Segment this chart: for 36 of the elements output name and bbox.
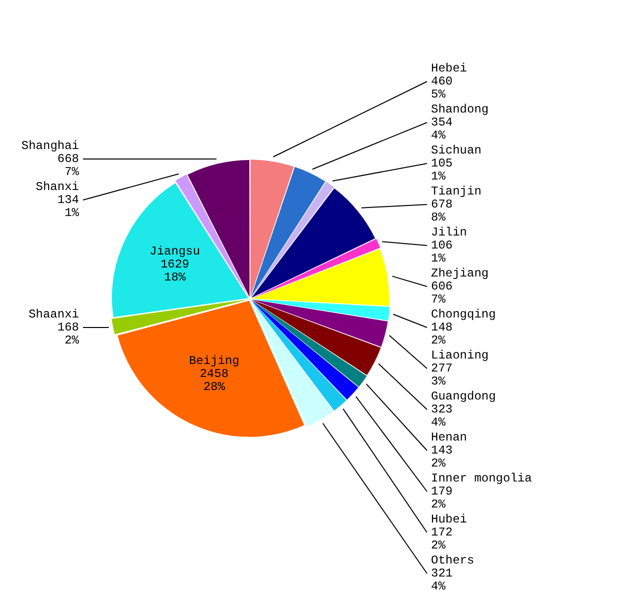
data-label: 1629 18%	[160, 257, 190, 284]
slice-label: Jiangsu	[150, 244, 200, 258]
slice-label: Guangdong	[431, 390, 496, 404]
slice-label: Jilin	[431, 226, 468, 240]
data-label: 134 1%	[57, 193, 80, 220]
slice-label: Beijing	[188, 354, 240, 368]
slice-label: Hubei	[431, 512, 468, 527]
data-label: 321 4%	[431, 566, 453, 594]
data-label: 2458 28%	[200, 366, 229, 394]
slice-label: Hebei	[431, 62, 468, 76]
data-label: 179 2%	[431, 484, 453, 512]
slice-label: Shanghai	[21, 139, 79, 154]
data-label: 460 5%	[431, 74, 453, 102]
slice-label: Zhejiang	[431, 266, 489, 281]
data-label: 168 2%	[57, 320, 80, 348]
data-label: 668 7%	[57, 152, 80, 180]
slice-label: Liaoning	[431, 348, 489, 363]
data-label: 105 1%	[431, 156, 453, 184]
slice-label: Tianjin	[431, 184, 482, 199]
slice-label: Shaanxi	[28, 308, 79, 322]
data-label: 143 2%	[431, 444, 453, 471]
slice-label: Chongqing	[431, 308, 496, 322]
slice-label: Henan	[431, 430, 468, 445]
data-label: 172 2%	[431, 526, 453, 553]
slice-label: Shandong	[431, 102, 489, 117]
slice-label: Others	[431, 554, 474, 568]
data-label: 354 4%	[431, 116, 453, 143]
data-label: 606 7%	[431, 280, 453, 307]
data-label: 148 2%	[431, 320, 453, 348]
data-label: 323 4%	[431, 402, 453, 430]
slice-label: Inner mongolia	[431, 472, 532, 486]
data-label: 106 1%	[431, 238, 453, 266]
data-label: 277 3%	[431, 362, 453, 389]
slice-label: Shanxi	[36, 180, 79, 194]
slice-label: Sichuan	[431, 144, 482, 158]
data-label: 678 8%	[431, 198, 453, 225]
